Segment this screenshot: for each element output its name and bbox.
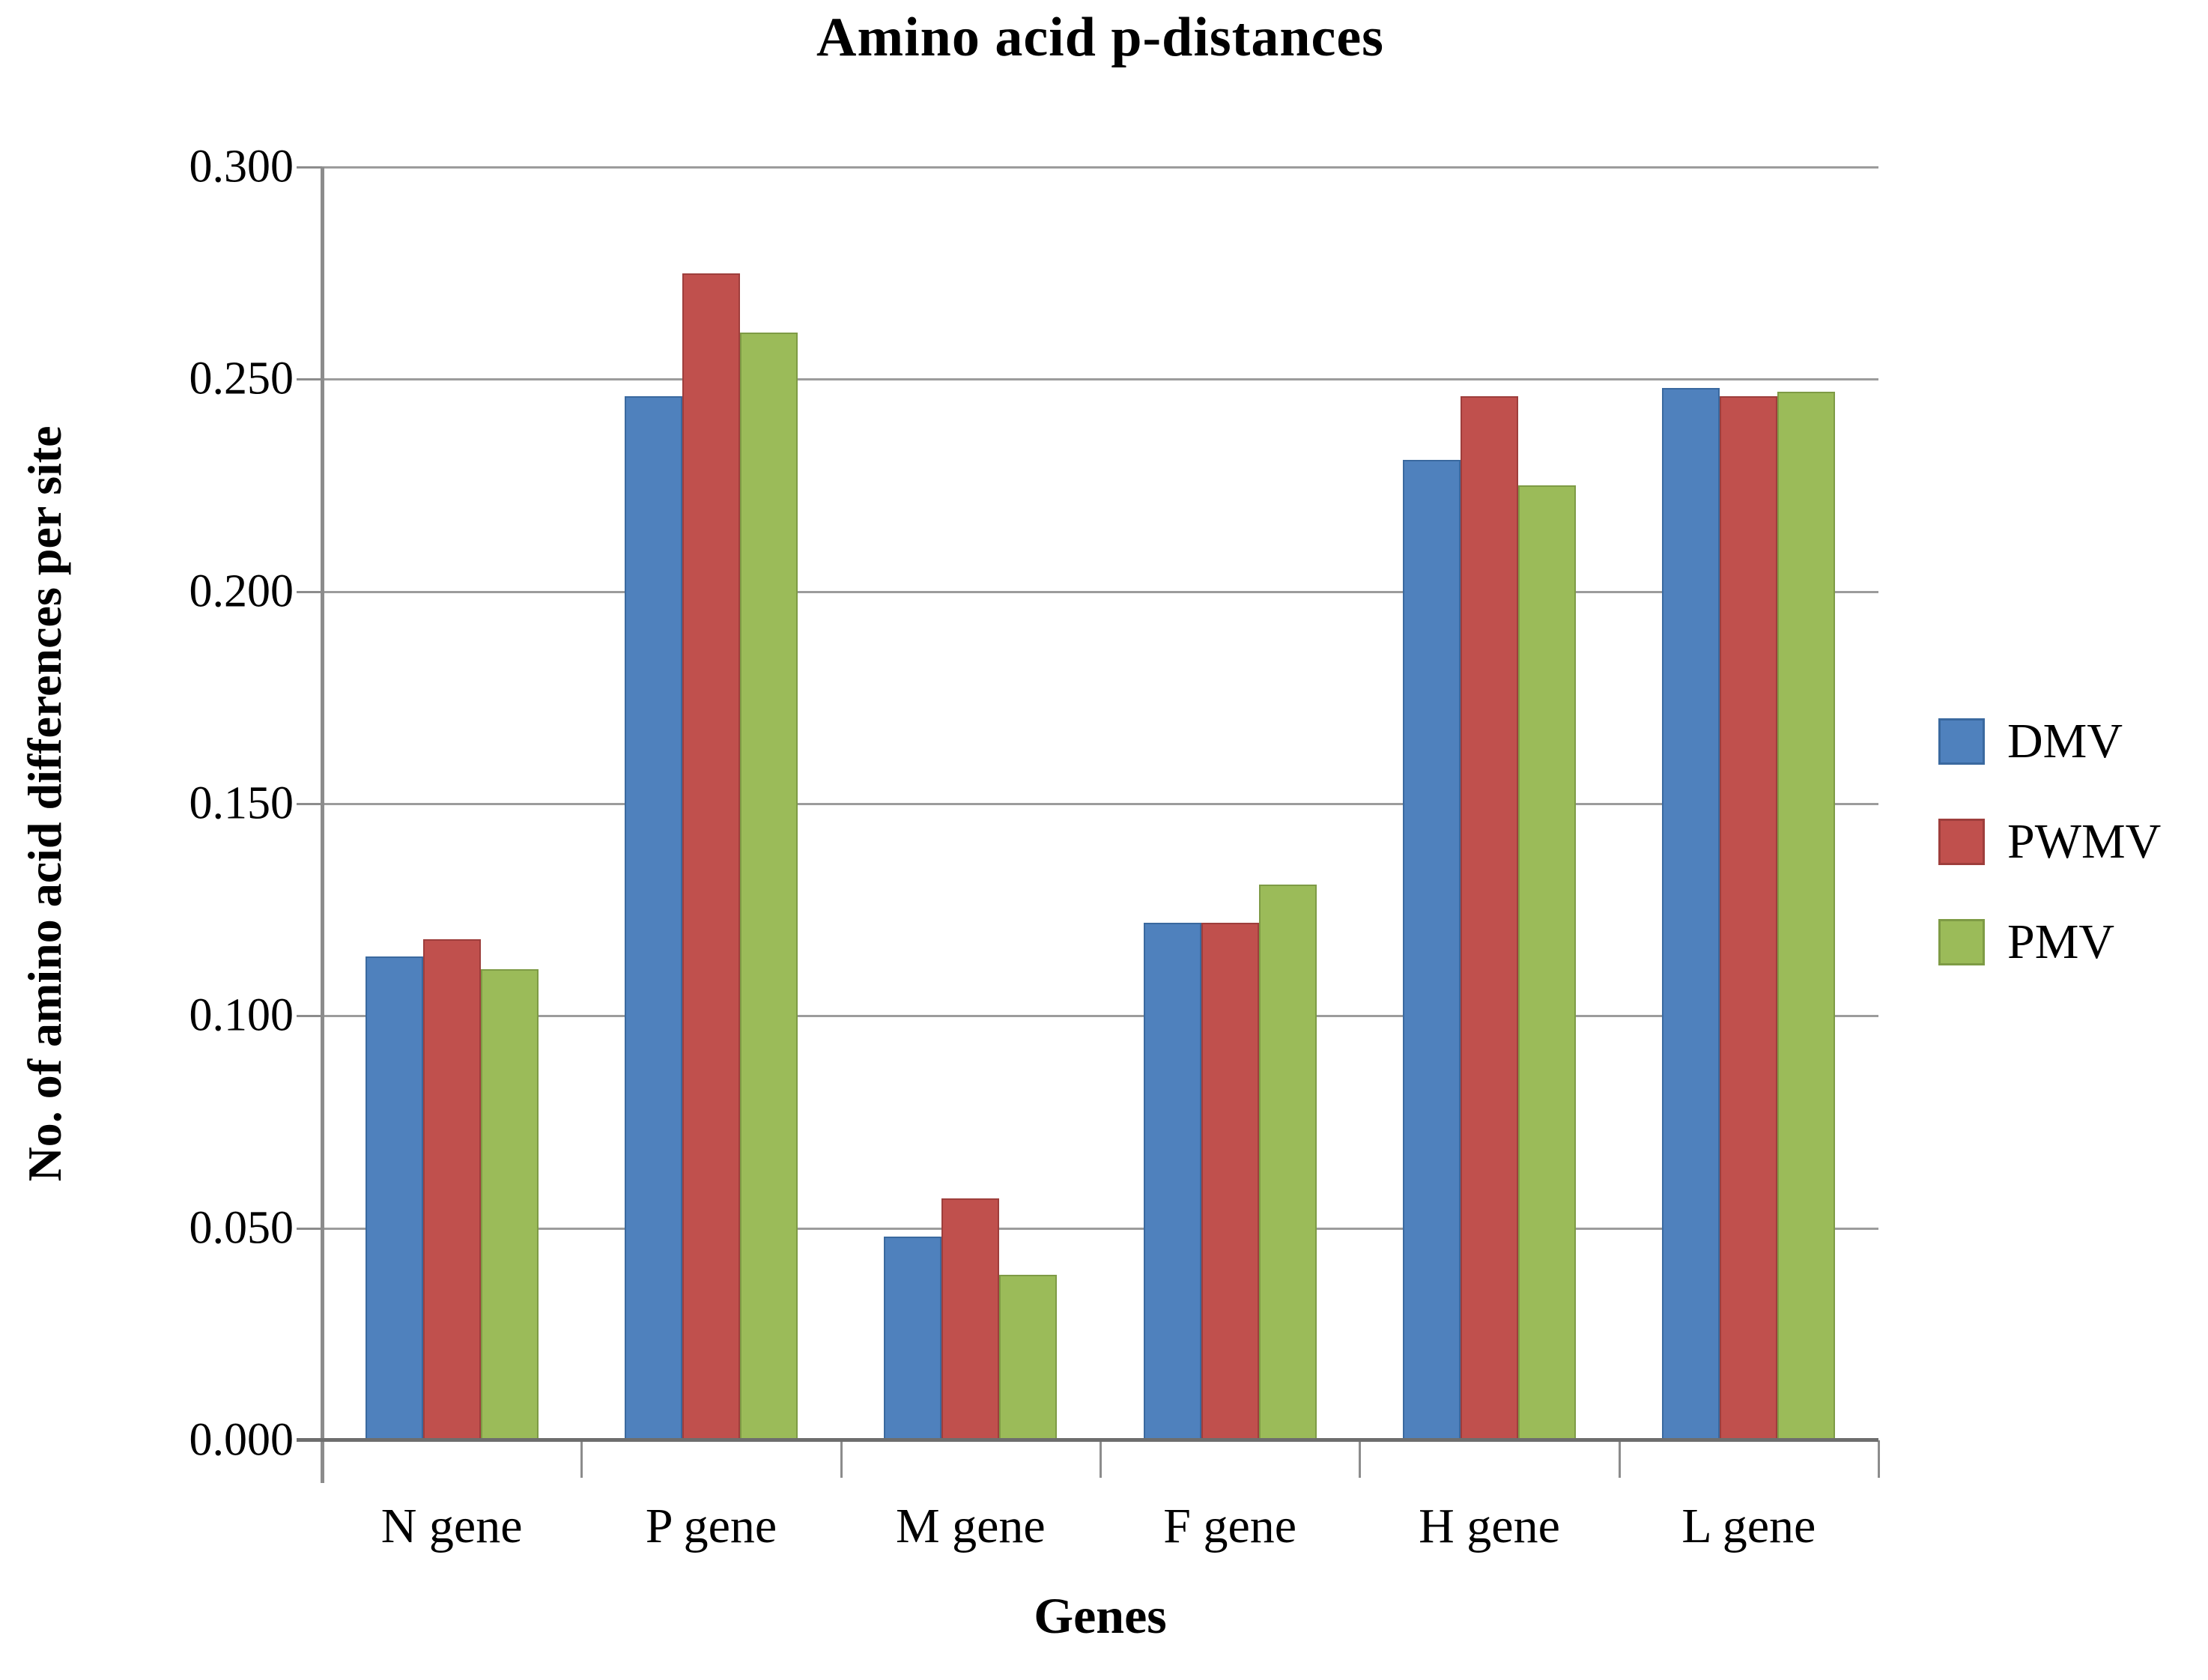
- legend-label: DMV: [2007, 714, 2123, 768]
- gridline: [322, 1015, 1878, 1018]
- y-axis-tick-label: 0.300: [189, 141, 294, 192]
- x-axis-tick: [1359, 1440, 1362, 1478]
- bar-pmv-h-gene: [1517, 485, 1576, 1440]
- y-axis-tick-label: 0.000: [189, 1414, 294, 1466]
- bar-pwmv-h-gene: [1460, 396, 1518, 1440]
- y-axis-tick-label: 0.150: [189, 777, 294, 829]
- bar-pwmv-l-gene: [1720, 396, 1778, 1440]
- legend-item-pmv: PMV: [1938, 906, 2161, 978]
- bar-pwmv-f-gene: [1201, 922, 1259, 1440]
- y-axis-tick-label: 0.100: [189, 989, 294, 1041]
- x-axis-tick: [580, 1440, 583, 1478]
- bar-pmv-n-gene: [480, 969, 539, 1440]
- bar-group-l-gene: [1619, 167, 1878, 1440]
- x-axis-tick: [1100, 1440, 1102, 1478]
- bar-dmv-p-gene: [624, 396, 682, 1440]
- legend-swatch-icon: [1938, 919, 1985, 965]
- y-axis-tick: [297, 166, 322, 169]
- x-axis-tick-label-n-gene: N gene: [380, 1499, 523, 1553]
- x-axis-tick: [1618, 1440, 1621, 1478]
- legend-label: PWMV: [2007, 814, 2162, 869]
- bar-group-p-gene: [581, 167, 840, 1440]
- y-axis-tick: [297, 1015, 322, 1018]
- x-axis-tick-label-h-gene: H gene: [1419, 1499, 1560, 1553]
- plot-area: [297, 166, 1880, 1483]
- y-axis-tick-labels: 0.300 0.250 0.200 0.150 0.100 0.050 0.000: [0, 142, 294, 1466]
- bar-pwmv-p-gene: [682, 273, 740, 1440]
- x-axis-tick-label-f-gene: F gene: [1163, 1499, 1297, 1553]
- y-axis-tick-label: 0.250: [189, 353, 294, 404]
- bar-group-m-gene: [841, 167, 1100, 1440]
- y-axis-tick-label: 0.050: [189, 1202, 294, 1254]
- y-axis-line: [321, 167, 324, 1483]
- legend-item-pwmv: PWMV: [1938, 806, 2161, 878]
- x-axis-tick-label-l-gene: L gene: [1681, 1499, 1816, 1553]
- bar-dmv-l-gene: [1662, 387, 1720, 1440]
- bar-dmv-m-gene: [884, 1237, 942, 1440]
- bar-pmv-l-gene: [1777, 392, 1836, 1440]
- chart-title: Amino acid p-distances: [816, 7, 1384, 68]
- x-axis-tick-labels: N gene P gene M gene F gene H gene L gene: [322, 1498, 1878, 1580]
- bar-dmv-f-gene: [1143, 922, 1201, 1440]
- bar-group-n-gene: [322, 167, 581, 1440]
- x-axis-tick: [840, 1440, 843, 1478]
- bar-dmv-n-gene: [365, 956, 423, 1440]
- bar-group-h-gene: [1359, 167, 1619, 1440]
- x-axis-line: [297, 1438, 1878, 1442]
- y-axis-tick: [297, 1227, 322, 1230]
- gridline: [322, 803, 1878, 805]
- legend: DMV PWMV PMV: [1938, 706, 2161, 1007]
- gridline: [322, 166, 1878, 169]
- bar-pmv-p-gene: [739, 333, 798, 1440]
- bar-pmv-m-gene: [999, 1275, 1058, 1440]
- bar-pwmv-n-gene: [422, 939, 481, 1440]
- gridline: [322, 590, 1878, 593]
- x-axis-tick: [1878, 1440, 1880, 1478]
- x-axis-tick-label-p-gene: P gene: [645, 1499, 777, 1553]
- bar-pmv-f-gene: [1258, 884, 1317, 1440]
- y-axis-tick: [297, 803, 322, 805]
- bar-dmv-h-gene: [1402, 460, 1461, 1440]
- legend-item-dmv: DMV: [1938, 706, 2161, 777]
- x-axis-tick-label-m-gene: M gene: [895, 1499, 1046, 1553]
- bar-pwmv-m-gene: [941, 1198, 1000, 1440]
- x-axis-title: Genes: [1034, 1587, 1167, 1644]
- legend-swatch-icon: [1938, 819, 1985, 865]
- y-axis-tick: [297, 590, 322, 593]
- legend-swatch-icon: [1938, 718, 1985, 765]
- y-axis-tick: [297, 378, 322, 381]
- gridline: [322, 378, 1878, 381]
- gridline: [322, 1227, 1878, 1230]
- bar-group-f-gene: [1100, 167, 1359, 1440]
- y-axis-tick-label: 0.200: [189, 565, 294, 617]
- legend-label: PMV: [2007, 915, 2115, 969]
